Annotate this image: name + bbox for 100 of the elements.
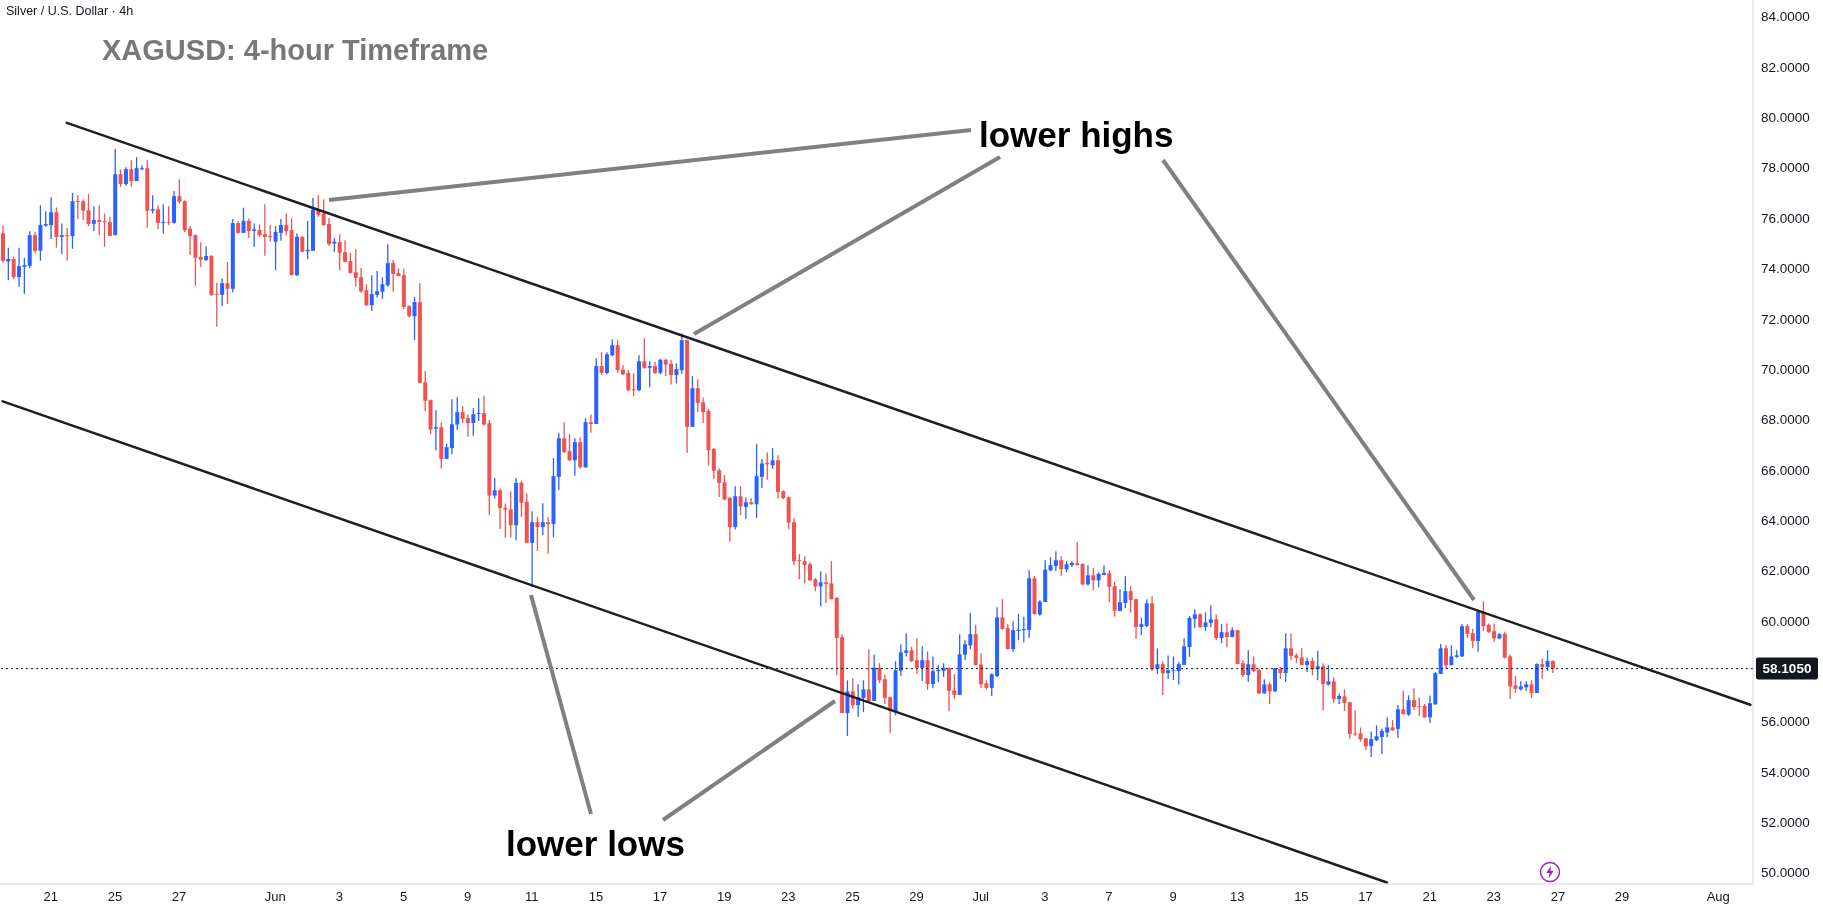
candlestick — [391, 259, 396, 293]
candlestick — [567, 433, 572, 462]
y-tick-label: 62.0000 — [1761, 563, 1810, 579]
y-tick-label: 52.0000 — [1761, 815, 1810, 831]
candlestick — [97, 204, 102, 236]
candlestick — [1305, 656, 1310, 673]
x-tick-label: 23 — [781, 889, 796, 905]
candlestick — [914, 637, 919, 675]
candlestick — [631, 372, 636, 397]
candlestick — [1107, 569, 1112, 603]
candlestick — [11, 256, 16, 281]
candlestick — [1160, 660, 1165, 696]
x-tick-label: 13 — [1230, 889, 1245, 905]
y-tick-label: 70.0000 — [1761, 361, 1810, 377]
candlestick — [1224, 622, 1229, 648]
candlestick — [284, 212, 289, 236]
x-tick-label: 11 — [525, 889, 539, 905]
y-tick-label: 56.0000 — [1761, 714, 1810, 730]
x-tick-label: 21 — [43, 889, 59, 905]
x-tick-label: 19 — [716, 889, 732, 905]
candlestick — [1540, 657, 1545, 680]
candlestick — [204, 245, 209, 262]
y-tick-label: 50.0000 — [1761, 865, 1810, 881]
candlestick — [476, 397, 481, 422]
candlestick — [1053, 550, 1058, 572]
candlestick — [1444, 644, 1449, 670]
x-tick-label: 17 — [1358, 889, 1373, 905]
candlestick — [241, 207, 246, 234]
candlestick — [177, 178, 182, 205]
candlestick — [1401, 690, 1406, 716]
x-tick-label: Aug — [1706, 889, 1730, 905]
x-tick-label: 25 — [845, 889, 860, 905]
candlestick — [1059, 555, 1064, 577]
candlestick — [1256, 667, 1261, 695]
candlestick — [1155, 647, 1160, 675]
candlestick — [214, 282, 219, 328]
candlestick — [166, 205, 171, 226]
candlestick — [1000, 598, 1005, 631]
candlestick — [86, 193, 91, 227]
candlestick — [738, 485, 743, 516]
y-tick-label: 68.0000 — [1761, 412, 1810, 428]
candlestick — [647, 360, 652, 388]
x-tick-label: 25 — [107, 889, 123, 905]
candlestick — [1219, 623, 1224, 644]
x-tick-label: 23 — [1486, 889, 1502, 905]
candlestick — [1069, 560, 1074, 568]
candlestick — [465, 413, 470, 438]
candlestick — [1080, 562, 1085, 587]
candlestick — [588, 413, 593, 434]
candlestick — [535, 516, 540, 552]
candlestick — [1369, 730, 1374, 758]
candlestick — [17, 247, 22, 288]
annotation: lower lows — [506, 824, 685, 865]
annotation: lower highs — [979, 115, 1174, 156]
candlestick — [920, 645, 925, 682]
candlestick — [155, 204, 160, 231]
candlestick — [1406, 694, 1411, 717]
candlestick — [1144, 598, 1149, 628]
x-tick-label: 9 — [464, 889, 472, 905]
y-tick-label: 76.0000 — [1761, 210, 1810, 226]
candlestick — [278, 218, 283, 242]
x-tick-label: 29 — [909, 889, 924, 905]
candlestick — [1545, 649, 1550, 672]
candlestick — [198, 241, 203, 268]
text: XAGUSD: 4-hour Timeframe — [102, 34, 489, 68]
x-tick-label: 15 — [1294, 889, 1309, 905]
candlestick — [6, 247, 11, 281]
candlestick — [1342, 688, 1347, 712]
y-tick-label: 74.0000 — [1761, 261, 1810, 277]
candlestick — [471, 407, 476, 437]
candlestick — [519, 480, 524, 518]
y-tick-label: 72.0000 — [1761, 311, 1810, 327]
y-tick-label: 82.0000 — [1761, 59, 1810, 75]
candlestick — [540, 502, 545, 536]
candlestick — [546, 516, 551, 555]
candlestick — [1395, 704, 1400, 739]
candlestick — [1246, 649, 1251, 683]
candlestick — [562, 421, 567, 454]
candlestick — [1321, 662, 1326, 711]
y-tick-label: 64.0000 — [1761, 512, 1810, 528]
x-tick-label: 3 — [1041, 889, 1049, 905]
candlestick — [1331, 676, 1336, 704]
x-tick-label: Jul — [972, 889, 990, 905]
candlestick — [225, 261, 230, 305]
x-tick-label: 17 — [652, 889, 668, 905]
candlestick — [150, 194, 155, 215]
x-tick-label: 27 — [1550, 889, 1566, 905]
candlestick — [1337, 692, 1342, 705]
x-tick-label: 7 — [1105, 889, 1113, 905]
candlestick — [1289, 632, 1294, 661]
candlestick — [1085, 564, 1090, 587]
candlestick — [743, 496, 748, 520]
candlestick — [770, 447, 775, 470]
candlestick — [385, 243, 390, 288]
candlestick — [1192, 608, 1197, 629]
x-tick-label: 9 — [1169, 889, 1177, 905]
candlestick — [65, 227, 70, 262]
candlestick — [433, 409, 438, 451]
candlestick — [129, 159, 134, 188]
candlestick — [1470, 628, 1475, 649]
